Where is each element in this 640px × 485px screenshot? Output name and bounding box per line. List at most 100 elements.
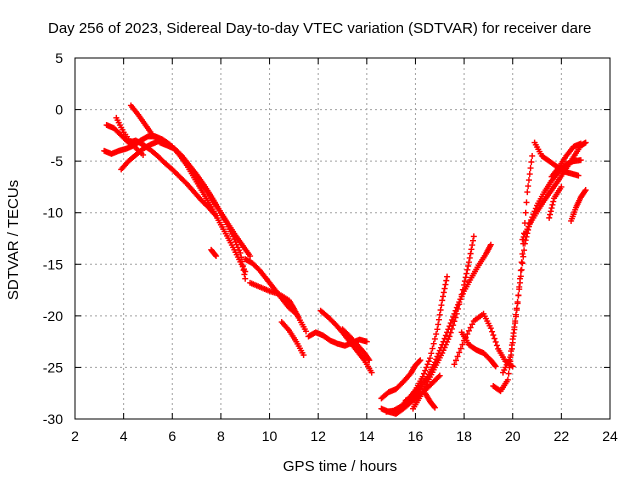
data-point — [515, 292, 522, 299]
data-point — [440, 347, 447, 354]
data-point — [450, 322, 457, 329]
data-point — [577, 140, 584, 147]
data-point — [517, 279, 524, 286]
x-tick-label: 10 — [262, 428, 278, 444]
data-point — [232, 238, 239, 245]
data-point — [461, 281, 468, 288]
data-point — [456, 301, 463, 308]
data-point — [446, 333, 453, 340]
x-tick-label: 2 — [71, 428, 79, 444]
data-point — [242, 275, 249, 282]
data-point — [550, 198, 557, 205]
data-point — [467, 324, 474, 331]
data-point — [437, 307, 444, 314]
data-point — [454, 353, 461, 360]
data-point — [527, 165, 534, 172]
data-layer — [101, 102, 589, 417]
data-point — [547, 208, 554, 215]
data-point — [365, 356, 372, 363]
data-point — [549, 201, 556, 208]
data-point — [240, 267, 247, 274]
data-point — [507, 354, 514, 361]
data-point — [429, 345, 436, 352]
data-point — [518, 266, 525, 273]
data-point — [466, 254, 473, 261]
data-point — [489, 328, 496, 335]
data-point — [442, 281, 449, 288]
data-point — [452, 314, 459, 321]
data-point — [424, 361, 431, 368]
series-arc-14 — [378, 357, 424, 402]
data-point — [467, 250, 474, 257]
data-point — [442, 341, 449, 348]
series-arc-11 — [278, 319, 307, 359]
data-point — [436, 311, 443, 318]
data-point — [458, 291, 465, 298]
data-point — [581, 188, 588, 195]
data-point — [234, 244, 241, 251]
data-point — [487, 325, 494, 332]
data-point — [368, 369, 375, 376]
y-tick-label: -20 — [43, 308, 63, 324]
y-axis-title: SDTVAR / TECUs — [5, 180, 22, 300]
data-point — [237, 249, 244, 256]
chart-title: Day 256 of 2023, Sidereal Day-to-day VTE… — [48, 20, 591, 37]
data-point — [439, 297, 446, 304]
data-point — [363, 338, 370, 345]
data-point — [451, 318, 458, 325]
data-point — [439, 349, 446, 356]
data-point — [452, 357, 459, 364]
data-point — [491, 335, 498, 342]
data-point — [493, 342, 500, 349]
data-point — [441, 285, 448, 292]
data-point — [491, 362, 498, 369]
data-point — [547, 211, 554, 218]
data-point — [582, 187, 589, 194]
data-point — [443, 277, 450, 284]
data-point — [417, 357, 424, 364]
data-point — [505, 370, 512, 377]
data-point — [516, 286, 523, 293]
data-point — [433, 331, 440, 338]
x-tick-label: 12 — [310, 428, 326, 444]
data-point — [140, 151, 147, 158]
data-point — [508, 348, 515, 355]
series-arc-20 — [458, 329, 499, 370]
data-point — [528, 159, 535, 166]
data-point — [422, 367, 429, 374]
data-point — [519, 250, 526, 257]
data-point — [462, 274, 469, 281]
data-point — [468, 246, 475, 253]
data-point — [241, 271, 248, 278]
data-point — [512, 311, 519, 318]
data-point — [520, 253, 527, 260]
data-point — [558, 183, 565, 190]
data-point — [490, 332, 497, 339]
data-point — [212, 252, 219, 259]
data-point — [239, 262, 246, 269]
data-point — [469, 321, 476, 328]
data-point — [453, 310, 460, 317]
data-point — [238, 258, 245, 265]
y-tick-label: -30 — [43, 411, 63, 427]
data-point — [518, 259, 525, 266]
series-arc-16 — [402, 241, 494, 404]
data-point — [444, 273, 451, 280]
series-arc-23 — [519, 139, 589, 243]
data-point — [459, 286, 466, 293]
data-point — [434, 326, 441, 333]
data-point — [512, 318, 519, 325]
data-point — [509, 336, 516, 343]
data-point — [525, 183, 532, 190]
data-point — [514, 298, 521, 305]
series-arc-4 — [127, 102, 249, 282]
data-point — [582, 139, 589, 146]
data-point — [575, 172, 582, 179]
data-point — [213, 253, 220, 260]
data-point — [457, 296, 464, 303]
data-point — [435, 373, 442, 380]
data-point — [230, 233, 237, 240]
data-point — [523, 199, 530, 206]
data-point — [577, 157, 584, 164]
